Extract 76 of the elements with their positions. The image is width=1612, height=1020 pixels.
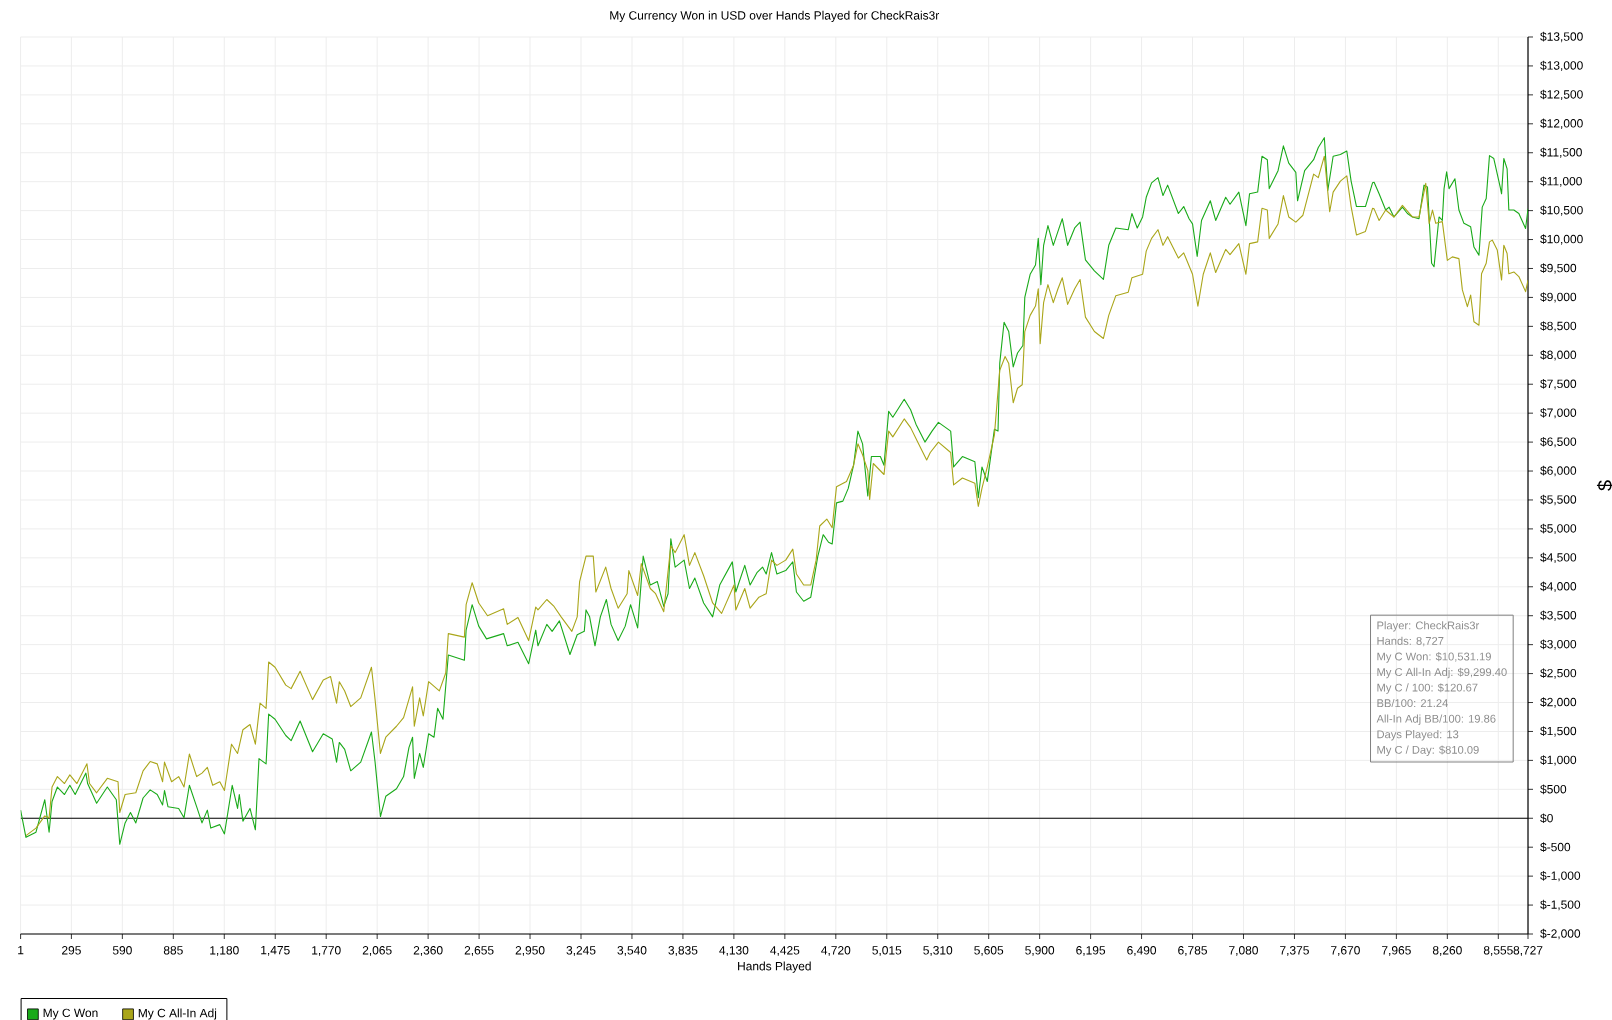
legend-label: My C Won <box>43 1008 98 1020</box>
y-tick-label: $1,500 <box>1540 726 1577 737</box>
x-tick-label: 4,425 <box>770 946 800 956</box>
y-tick-label: $9,000 <box>1540 292 1577 303</box>
x-tick-label: 3,835 <box>668 946 698 956</box>
y-tick-label: $13,500 <box>1540 31 1583 43</box>
x-tick-label: 5,900 <box>1025 946 1055 956</box>
x-tick-label: 7,670 <box>1331 946 1360 956</box>
y-tick-label: $5,500 <box>1540 494 1577 506</box>
x-tick-label: 6,785 <box>1178 946 1207 956</box>
y-tick-label: $12,500 <box>1540 89 1583 101</box>
x-tick-label: 5,015 <box>872 946 902 956</box>
x-tick-label: 7,375 <box>1280 946 1309 956</box>
y-tick-label: $4,000 <box>1540 581 1577 592</box>
x-axis-title: Hands Played <box>738 961 811 973</box>
x-tick-label: 7,080 <box>1229 946 1258 956</box>
x-tick-label: 8,555 <box>1483 946 1513 956</box>
y-tick-label: $-500 <box>1540 842 1571 853</box>
annotation: Player: CheckRais3r <box>1377 621 1480 632</box>
y-tick-label: $10,500 <box>1540 205 1583 216</box>
x-tick-label: 4,130 <box>719 946 749 956</box>
y-tick-label: $5,000 <box>1540 523 1577 535</box>
x-tick-label: 885 <box>163 946 183 955</box>
y-tick-label: $10,000 <box>1540 234 1583 245</box>
x-tick-label: 1 <box>18 946 24 955</box>
x-tick-label: 5,310 <box>923 946 953 956</box>
x-tick-label: 1,770 <box>312 946 341 956</box>
y-tick-label: $11,000 <box>1540 176 1582 187</box>
annotation: All-In Adj BB/100: 19.86 <box>1376 714 1496 725</box>
y-tick-label: $13,000 <box>1540 60 1583 72</box>
x-tick-label: 8,260 <box>1432 946 1462 956</box>
x-tick-label: 3,540 <box>617 946 647 956</box>
y-tick-label: $7,500 <box>1540 379 1577 390</box>
x-tick-label: 295 <box>62 946 81 955</box>
y-tick-label: $-1,000 <box>1540 870 1581 882</box>
x-tick-label: 1,180 <box>210 946 239 956</box>
y-tick-label: $7,000 <box>1540 407 1577 419</box>
y-tick-label: $3,500 <box>1540 610 1577 621</box>
x-tick-label: 1,475 <box>261 946 290 956</box>
y-tick-label: $4,500 <box>1540 552 1577 564</box>
annotation: My C / Day: $810.09 <box>1377 745 1479 756</box>
x-tick-label: 8,727 <box>1513 946 1543 956</box>
x-tick-label: 2,655 <box>464 946 494 956</box>
y-tick-label: $500 <box>1540 784 1567 795</box>
y-tick-label: $11,500 <box>1540 147 1582 158</box>
y-tick-label: $2,500 <box>1540 668 1577 679</box>
x-tick-label: 6,195 <box>1076 946 1106 956</box>
annotation: Days Played: 13 <box>1377 730 1459 741</box>
x-tick-label: 6,490 <box>1127 946 1157 956</box>
y-tick-label: $6,000 <box>1540 465 1577 477</box>
x-tick-label: 2,950 <box>515 946 545 956</box>
y-tick-label: $3,000 <box>1540 639 1577 650</box>
x-tick-label: 590 <box>112 946 132 955</box>
x-tick-label: 2,360 <box>413 946 443 956</box>
y-tick-label: $12,000 <box>1540 118 1583 129</box>
annotation: My C Won: $10,531.19 <box>1377 652 1491 663</box>
annotation: My C All-In Adj: $9,299.40 <box>1377 667 1507 679</box>
y-tick-label: $-1,500 <box>1540 899 1581 911</box>
legend-label: My C All-In Adj <box>138 1008 217 1020</box>
y-tick-label: $2,000 <box>1540 697 1577 708</box>
x-tick-label: 5,605 <box>974 946 1004 956</box>
x-tick-label: 7,965 <box>1382 946 1411 956</box>
annotation: Hands: 8,727 <box>1377 636 1444 647</box>
y-tick-label: $8,000 <box>1540 350 1577 361</box>
x-tick-label: 4,720 <box>821 946 851 956</box>
y-tick-label: $8,500 <box>1540 321 1577 332</box>
chart-title: My Currency Won in USD over Hands Played for CheckRais3r <box>610 10 940 22</box>
annotation: My C / 100: $120.67 <box>1377 683 1478 694</box>
x-tick-label: 2,065 <box>362 946 392 956</box>
y-tick-label: $-2,000 <box>1540 928 1581 940</box>
annotation: BB/100: 21.24 <box>1377 698 1448 708</box>
y-tick-label: $9,500 <box>1540 263 1577 274</box>
y-tick-label: $1,000 <box>1540 755 1577 766</box>
y-tick-label: $0 <box>1540 813 1553 824</box>
x-tick-label: 3,245 <box>566 946 596 956</box>
y-tick-label: $6,500 <box>1540 436 1577 448</box>
